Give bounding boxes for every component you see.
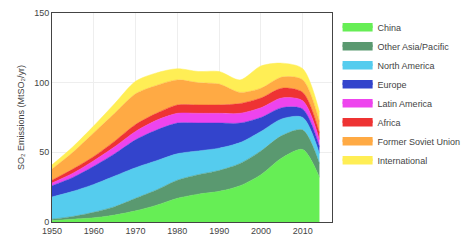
svg-text:Africa: Africa — [378, 118, 401, 128]
svg-text:North America: North America — [378, 61, 435, 71]
svg-text:1970: 1970 — [126, 226, 146, 236]
svg-text:1980: 1980 — [167, 226, 187, 236]
svg-text:1960: 1960 — [84, 226, 104, 236]
svg-text:Other Asia/Pacific: Other Asia/Pacific — [378, 42, 450, 52]
svg-text:Latin America: Latin America — [378, 99, 433, 109]
svg-text:100: 100 — [34, 78, 49, 88]
svg-text:50: 50 — [39, 147, 49, 157]
svg-text:0: 0 — [44, 217, 49, 227]
svg-text:Former Soviet Union: Former Soviet Union — [378, 137, 461, 147]
svg-text:International: International — [378, 156, 428, 166]
svg-text:1990: 1990 — [209, 226, 229, 236]
svg-text:1950: 1950 — [42, 226, 62, 236]
svg-text:SO₂ Emissions (MtSO₂/yr): SO₂ Emissions (MtSO₂/yr) — [16, 65, 26, 170]
svg-text:2010: 2010 — [293, 226, 313, 236]
svg-text:150: 150 — [34, 8, 49, 18]
svg-text:Europe: Europe — [378, 80, 407, 90]
svg-text:2000: 2000 — [251, 226, 271, 236]
svg-text:China: China — [378, 23, 402, 33]
